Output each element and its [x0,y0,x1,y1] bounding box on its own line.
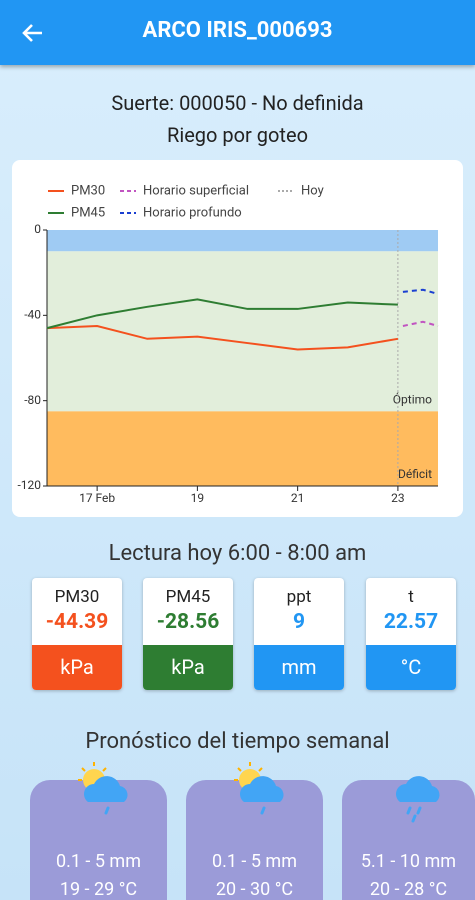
lot-text: Suerte: 000050 - No definida [111,91,364,115]
readings-title: Lectura hoy 6:00 - 8:00 am [108,541,367,566]
y-tick-label: -80 [24,393,41,407]
y-tick-label: -40 [24,308,41,322]
x-tick-label: 19 [191,491,205,505]
series-line [402,288,439,295]
reading-card: t 22.57 °C [366,578,456,690]
reading-unit: mm [254,645,344,690]
reading-label: ppt [286,587,312,607]
band [47,411,438,486]
forecast-temp: 20 - 28 °C [369,879,448,900]
reading-label: PM30 [54,587,100,607]
forecast-title: Pronóstico del tiempo semanal [85,729,390,754]
forecast-temp: 19 - 29 °C [59,879,138,900]
chart: Óptimo Déficit 0 -40 -80 -120 17 Feb 19 21 23 PM30… [17,183,439,505]
system-text: Riego por goteo [167,123,308,147]
reading-unit: °C [366,645,456,690]
reading-value: 9 [292,610,306,634]
app-title: ARCO IRIS_000693 [142,18,333,43]
reading-card: PM45 -28.56 kPa [143,578,233,690]
reading-card: ppt 9 mm [254,578,344,690]
chart-card: Óptimo Déficit 0 -40 -80 -120 17 Feb 19 21 23 PM30… [12,160,463,517]
series-line [46,324,399,351]
back-button[interactable] [20,20,46,46]
reading-value: -44.39 [45,610,109,634]
reading-label: t [408,587,414,607]
reading-value: 22.57 [383,610,439,634]
x-tick-label: 17 Feb [79,491,115,505]
reading-unit: kPa [32,645,122,690]
legend-label: PM45 [71,205,105,220]
legend-label: Hoy [301,183,324,198]
reading-unit: kPa [143,645,233,690]
weather-icon [78,762,128,815]
series-line [402,320,439,327]
forecast-rain: 0.1 - 5 mm [55,851,142,872]
x-tick-label: 21 [291,491,305,505]
forecast-temp: 20 - 30 °C [215,879,294,900]
band-label: Déficit [398,467,432,481]
weather-icon [396,776,440,823]
legend-label: Horario superficial [143,183,249,198]
band-label: Óptimo [393,392,432,407]
weather-icon [234,762,284,815]
forecast-rain: 0.1 - 5 mm [211,851,298,872]
reading-card: PM30 -44.39 kPa [32,578,122,690]
x-tick-label: 23 [391,491,405,505]
reading-value: -28.56 [156,610,220,634]
reading-label: PM45 [165,587,211,607]
y-tick-label: 0 [34,222,41,236]
legend-label: PM30 [71,183,105,198]
series-line [46,298,398,330]
forecast-rain: 5.1 - 10 mm [360,851,457,872]
band [47,251,438,412]
app-bar: ARCO IRIS_000693 [0,0,475,65]
band [47,230,438,252]
legend-label: Horario profundo [143,205,242,220]
y-tick-label: -120 [17,478,41,492]
